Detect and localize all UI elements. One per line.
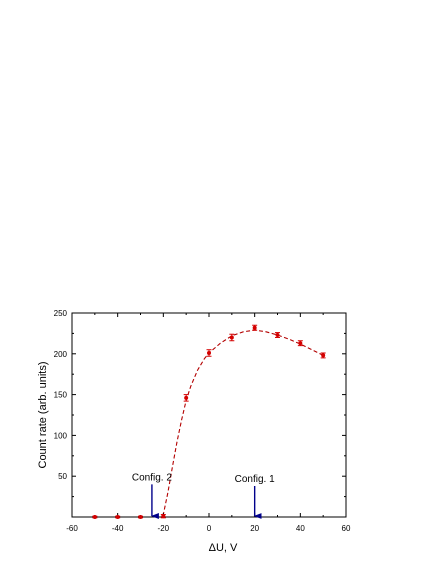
data-point — [160, 514, 166, 519]
x-tick-label: 60 — [342, 524, 351, 533]
data-point — [92, 515, 98, 519]
point-marker — [321, 353, 326, 358]
x-tick-label: -20 — [158, 524, 170, 533]
data-point — [138, 515, 143, 519]
point-marker — [161, 514, 166, 519]
data-point — [229, 333, 235, 342]
point-marker — [115, 515, 120, 519]
y-tick-label: 250 — [54, 309, 68, 318]
data-points-layer — [92, 324, 326, 519]
axes-layer: -60 -40 -20 0 20 40 60 50 100 150 200 250 — [54, 309, 351, 533]
data-point — [183, 394, 189, 402]
data-point — [297, 340, 303, 347]
data-point — [275, 332, 280, 338]
x-tick-label: 0 — [207, 524, 212, 533]
data-point — [206, 349, 212, 357]
y-tick-label: 50 — [58, 472, 67, 481]
annotation-label: Config. 1 — [235, 474, 275, 485]
y-tick-label: 150 — [54, 391, 68, 400]
point-marker — [229, 335, 234, 340]
point-marker — [275, 333, 280, 338]
annotation-label: Config. 2 — [132, 472, 172, 483]
x-axis-label: ΔU, V — [209, 542, 238, 554]
x-tick-label: -60 — [66, 524, 78, 533]
fit-curve — [72, 329, 324, 518]
point-marker — [92, 515, 97, 519]
point-marker — [252, 325, 257, 330]
plot-frame — [71, 312, 347, 518]
data-point — [115, 515, 121, 519]
y-axis-label: Count rate (arb. units) — [37, 362, 49, 469]
y-tick-label: 100 — [54, 431, 68, 440]
point-marker — [207, 350, 211, 355]
x-tick-label: 40 — [296, 524, 305, 533]
annotations-layer: Config. 2 Config. 1 — [132, 472, 275, 519]
x-tick-label: -40 — [112, 524, 124, 533]
data-point — [252, 324, 258, 331]
point-marker — [184, 395, 189, 400]
data-point — [320, 352, 326, 359]
point-marker — [298, 341, 303, 346]
x-tick-label: 20 — [250, 524, 259, 533]
fit-curve-layer — [72, 329, 324, 518]
point-marker — [138, 515, 143, 519]
y-tick-label: 200 — [54, 350, 68, 359]
